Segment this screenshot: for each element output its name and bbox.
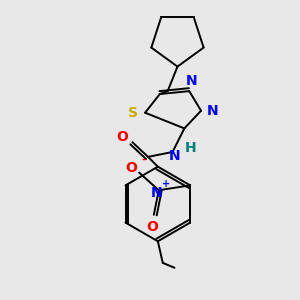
Text: O: O (117, 130, 128, 144)
Text: N: N (169, 149, 180, 163)
Text: +: + (162, 179, 170, 189)
Text: N: N (207, 104, 219, 118)
Text: N: N (185, 74, 197, 88)
Text: O: O (125, 161, 137, 175)
Text: O: O (146, 220, 158, 234)
Text: H: H (184, 141, 196, 155)
Text: -: - (142, 155, 146, 165)
Text: S: S (128, 106, 138, 120)
Text: N: N (151, 186, 163, 200)
